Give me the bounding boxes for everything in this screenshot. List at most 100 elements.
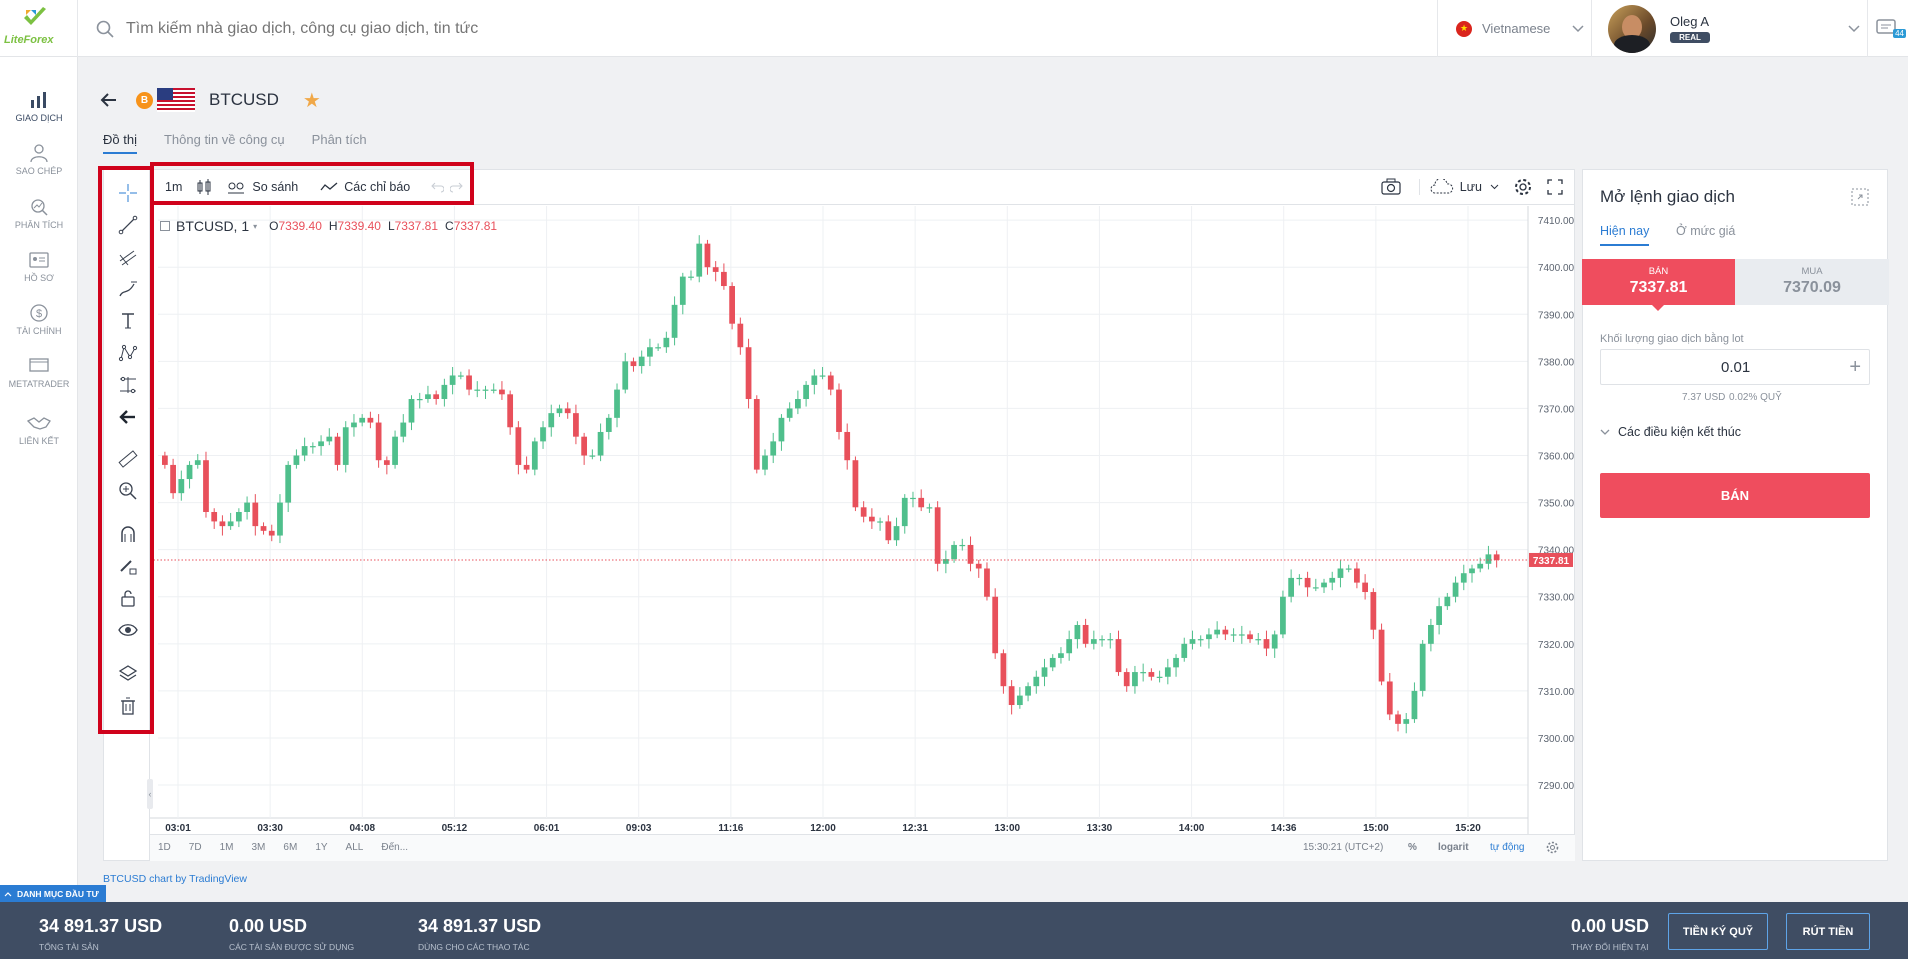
range-button[interactable]: ALL [345,842,364,853]
collapse-legend-icon[interactable] [160,221,170,231]
volume-value[interactable]: 0.01 [1721,358,1751,376]
sidebar-item-sao-chep[interactable]: SAO CHÉP [0,143,78,176]
top-bar: LiteForex ★ Vietnamese Oleg A REAL 44 [0,0,1908,57]
back-tool[interactable] [115,404,141,430]
trend-line-tool[interactable] [115,212,141,238]
close-conditions-toggle[interactable]: Các điều kiện kết thúc [1600,425,1741,439]
x-tick-label: 14:00 [1179,823,1205,834]
candle [1452,582,1459,597]
deposit-button[interactable]: TIỀN KÝ QUỸ [1668,913,1768,950]
compare-button[interactable]: So sánh [226,179,298,195]
percent-toggle[interactable]: % [1408,842,1417,853]
candle [1164,667,1171,677]
legend-caret-icon[interactable]: ▾ [253,221,258,231]
candles-type-icon[interactable] [196,178,212,196]
compare-label: So sánh [252,179,299,194]
buy-price-button[interactable]: MUA 7370.09 [1735,259,1889,305]
log-toggle[interactable]: logarit [1438,842,1469,853]
crosshair-tool[interactable] [115,180,141,206]
settings-gear-icon[interactable] [1546,841,1559,854]
language-selector[interactable]: ★ Vietnamese [1438,0,1592,57]
fib-tool[interactable] [115,244,141,270]
range-button[interactable]: 6M [283,842,298,853]
cloud-icon [1430,178,1453,193]
candle [1148,672,1155,677]
save-layout-button[interactable]: Lưu [1418,178,1499,195]
volume-field[interactable]: 0.01 + [1600,349,1870,385]
candle [901,497,908,527]
auto-scale-toggle[interactable]: tự động [1490,842,1525,853]
used-assets-value: 0.00 USD [229,916,308,936]
legend-open-label: O [269,219,279,233]
fullscreen-icon[interactable] [1547,178,1563,195]
range-button[interactable]: 1D [158,842,171,853]
sidebar-item-ho-so[interactable]: HỒ SƠ [0,250,78,283]
messages-button[interactable]: 44 [1868,0,1908,57]
unlock-tool[interactable] [115,585,141,611]
candle [729,286,735,324]
text-tool[interactable] [115,308,141,334]
x-tick-label: 11:16 [718,823,743,834]
indicators-button[interactable]: Các chỉ báo [320,180,410,194]
candle [441,384,448,400]
prediction-tool[interactable] [115,372,141,398]
candle [211,512,218,522]
search-icon [96,20,114,38]
delete-tool[interactable] [115,693,141,719]
plus-icon[interactable]: + [1849,355,1861,378]
range-button[interactable]: Đến... [381,842,409,853]
portfolio-tab[interactable]: DANH MỤC ĐẦU TƯ [0,885,106,902]
search-input[interactable] [126,19,1026,38]
candle [1312,587,1319,589]
camera-icon[interactable] [1381,178,1401,196]
tab-do-thi[interactable]: Đồ thị [103,132,137,154]
settings-gear-icon[interactable] [1513,177,1533,197]
portfolio-tab-label: DANH MỤC ĐẦU TƯ [17,888,99,899]
user-menu[interactable]: Oleg A REAL [1592,0,1868,57]
tab-phan-tich[interactable]: Phân tích [311,132,367,147]
candle [721,271,727,287]
undo-icon[interactable] [430,181,445,193]
tab-pending-price[interactable]: Ở mức giá [1676,224,1736,238]
candle [318,441,324,447]
x-tick-label: 06:01 [534,823,560,834]
redo-icon[interactable] [450,181,464,193]
range-button[interactable]: 7D [188,842,202,853]
brush-tool[interactable] [115,276,141,302]
candle [836,389,842,432]
lock-drawing-tool[interactable] [115,553,141,579]
range-button[interactable]: 1Y [315,842,328,853]
tab-thong-tin[interactable]: Thông tin về công cụ [163,132,285,147]
sell-price-button[interactable]: BÁN 7337.81 [1582,259,1735,311]
sell-submit-button[interactable]: BÁN [1600,473,1870,518]
range-button[interactable]: 1M [219,842,234,853]
sidebar-item-lien-ket[interactable]: LIÊN KẾT [0,413,78,446]
withdraw-button[interactable]: RÚT TIỀN [1786,913,1870,950]
tab-market-now[interactable]: Hiện nay [1600,224,1650,246]
sidebar-item-metatrader[interactable]: METATRADER [0,356,78,389]
favorite-star-icon[interactable]: ★ [302,89,321,112]
ruler-tool[interactable] [115,446,141,472]
sidebar-item-tai-chinh[interactable]: $ TÀI CHÍNH [0,303,78,336]
interval-button[interactable]: 1m [165,179,183,194]
sidebar-item-phan-tich[interactable]: PHÂN TÍCH [0,197,78,230]
range-button[interactable]: 3M [251,842,266,853]
visibility-tool[interactable] [115,617,141,643]
detach-panel-icon[interactable] [1851,188,1869,206]
layers-tool[interactable] [115,660,141,686]
sidebar-item-label: TÀI CHÍNH [16,326,62,336]
pattern-tool[interactable] [115,340,141,366]
back-arrow-icon[interactable] [100,93,118,107]
candle [482,389,489,391]
search-bar[interactable] [78,0,1438,57]
liteforex-logo[interactable]: LiteForex [0,0,78,57]
tradingview-credit-link[interactable]: BTCUSD chart by TradingView [103,873,247,885]
collapse-toolbar-handle[interactable]: ‹ [147,779,153,809]
current-change-label: THAY ĐỔI HIỆN TẠI [1571,942,1649,952]
candle [1025,686,1031,696]
sidebar-item-giao-dich[interactable]: GIAO DỊCH [0,90,78,123]
magnet-tool[interactable] [115,521,141,547]
zoom-tool[interactable] [115,478,141,504]
price-chart[interactable]: 7410.00 7400.00 7390.00 7380.00 7370.00 7360.… [150,206,1575,834]
candle [638,356,645,367]
